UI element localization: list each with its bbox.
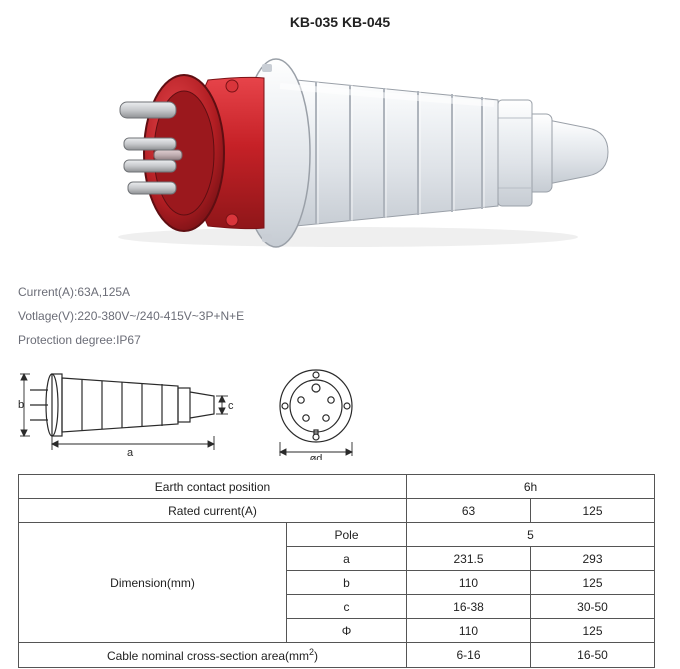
cell-earth-value: 6h bbox=[407, 475, 655, 499]
cell-pole-label: Pole bbox=[287, 523, 407, 547]
cable-text: Cable nominal cross-section area(mm bbox=[107, 649, 309, 663]
cell-pole-value: 5 bbox=[407, 523, 655, 547]
spec-protection-value: IP67 bbox=[116, 333, 141, 347]
spec-table: Earth contact position 6h Rated current(… bbox=[18, 474, 655, 668]
cell-b-63: 110 bbox=[407, 571, 531, 595]
table-row: Dimension(mm) Pole 5 bbox=[19, 523, 655, 547]
spec-protection-label: Protection degree: bbox=[18, 333, 116, 347]
cell-cable-63: 6-16 bbox=[407, 643, 531, 668]
cell-c-label: c bbox=[287, 595, 407, 619]
cell-phi-label: Φ bbox=[287, 619, 407, 643]
table-row: Cable nominal cross-section area(mm2) 6-… bbox=[19, 643, 655, 668]
diagram-row: a b c bbox=[18, 364, 662, 460]
cell-a-label: a bbox=[287, 547, 407, 571]
cell-phi-125: 125 bbox=[531, 619, 655, 643]
plug-svg bbox=[28, 42, 648, 262]
cell-cable-125: 16-50 bbox=[531, 643, 655, 668]
table-row: Rated current(A) 63 125 bbox=[19, 499, 655, 523]
diagram-side: a b c bbox=[18, 364, 238, 460]
spec-block: Current(A):63A,125A Votlage(V):220-380V~… bbox=[18, 280, 662, 352]
cell-dim-label: Dimension(mm) bbox=[19, 523, 287, 643]
dim-phi-label: ød bbox=[310, 453, 323, 460]
dim-b-label: b bbox=[18, 399, 24, 411]
page-title: KB-035 KB-045 bbox=[18, 14, 662, 30]
spec-current-value: 63A,125A bbox=[77, 285, 130, 299]
cell-b-125: 125 bbox=[531, 571, 655, 595]
page-root: KB-035 KB-045 bbox=[0, 0, 680, 669]
cell-rated-63: 63 bbox=[407, 499, 531, 523]
cell-a-125: 293 bbox=[531, 547, 655, 571]
cell-a-63: 231.5 bbox=[407, 547, 531, 571]
cable-close: ) bbox=[314, 649, 318, 663]
diagram-front: ød bbox=[268, 364, 378, 460]
product-photo bbox=[18, 42, 658, 262]
spec-voltage: Votlage(V):220-380V~/240-415V~3P+N+E bbox=[18, 304, 662, 328]
spec-voltage-value: 220-380V~/240-415V~3P+N+E bbox=[77, 309, 244, 323]
dim-c-label: c bbox=[228, 400, 234, 412]
cell-rated-125: 125 bbox=[531, 499, 655, 523]
dim-a-label: a bbox=[127, 447, 134, 459]
cell-cable-label: Cable nominal cross-section area(mm2) bbox=[19, 643, 407, 668]
cell-phi-63: 110 bbox=[407, 619, 531, 643]
cell-rated-label: Rated current(A) bbox=[19, 499, 407, 523]
spec-protection: Protection degree:IP67 bbox=[18, 328, 662, 352]
spec-current-label: Current(A): bbox=[18, 285, 77, 299]
spec-voltage-label: Votlage(V): bbox=[18, 309, 77, 323]
spec-current: Current(A):63A,125A bbox=[18, 280, 662, 304]
cell-b-label: b bbox=[287, 571, 407, 595]
table-row: Earth contact position 6h bbox=[19, 475, 655, 499]
cell-c-125: 30-50 bbox=[531, 595, 655, 619]
cell-c-63: 16-38 bbox=[407, 595, 531, 619]
cell-earth-label: Earth contact position bbox=[19, 475, 407, 499]
